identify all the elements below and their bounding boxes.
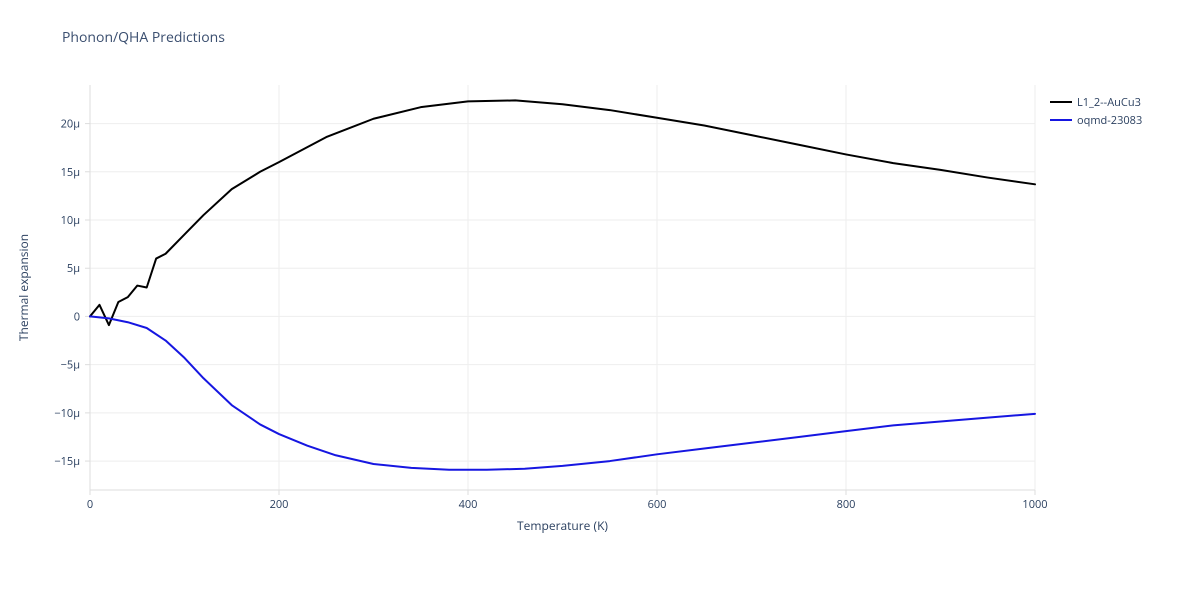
y-axis-label: Thermal expansion xyxy=(15,234,32,341)
y-tick-labels: −15μ −10μ −5μ 0 5μ 10μ 15μ 20μ xyxy=(54,117,80,470)
y-tick-label: 20μ xyxy=(61,117,80,132)
y-tick-label: −15μ xyxy=(54,454,80,469)
x-tick-labels: 0 200 400 600 800 1000 xyxy=(87,497,1048,512)
legend-item-1[interactable]: oqmd-23083 xyxy=(1050,112,1142,128)
y-tick-label: 0 xyxy=(74,309,80,324)
x-axis-label: Temperature (K) xyxy=(517,517,608,534)
y-tick-label: −10μ xyxy=(54,406,80,421)
x-tick-label: 1000 xyxy=(1022,497,1047,512)
legend-swatch xyxy=(1050,101,1072,103)
y-tick-label: 5μ xyxy=(67,261,80,276)
legend-label: L1_2--AuCu3 xyxy=(1077,95,1141,110)
legend-swatch xyxy=(1050,119,1072,121)
y-tick-label: 10μ xyxy=(61,213,80,228)
chart-container: { "chart": { "type": "line", "title": "P… xyxy=(0,0,1200,600)
legend[interactable]: L1_2--AuCu3 oqmd-23083 xyxy=(1050,94,1142,130)
x-tick-label: 600 xyxy=(648,497,667,512)
series-line-1[interactable] xyxy=(90,316,1035,469)
series-line-0[interactable] xyxy=(90,100,1035,325)
legend-label: oqmd-23083 xyxy=(1077,113,1142,128)
grid xyxy=(90,85,1035,490)
x-tick-label: 800 xyxy=(837,497,856,512)
legend-item-0[interactable]: L1_2--AuCu3 xyxy=(1050,94,1142,110)
chart-svg: 0 200 400 600 800 1000 −15μ −10μ −5μ 0 5μ 10μ 15μ 20… xyxy=(0,0,1200,600)
x-tick-label: 200 xyxy=(270,497,289,512)
series-group xyxy=(90,100,1035,469)
y-tick-label: −5μ xyxy=(61,358,80,373)
y-tick-label: 15μ xyxy=(61,165,80,180)
axes xyxy=(85,85,1035,495)
x-tick-label: 0 xyxy=(87,497,93,512)
x-tick-label: 400 xyxy=(459,497,478,512)
